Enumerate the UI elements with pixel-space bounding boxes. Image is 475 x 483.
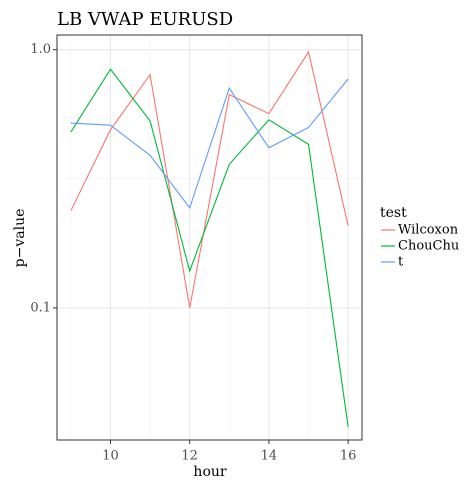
line <box>70 50 349 309</box>
legend-label: t <box>398 255 404 270</box>
x-tick-label: 14 <box>261 449 278 464</box>
x-axis-title: hour <box>193 464 226 480</box>
legend-title: test <box>380 205 407 221</box>
line <box>70 78 349 210</box>
chart-title: LB VWAP EURUSD <box>57 9 233 30</box>
x-tick-label: 12 <box>181 449 198 464</box>
legend-label: ChouChu <box>398 239 459 254</box>
x-tick-label: 16 <box>340 449 357 464</box>
line <box>70 68 349 428</box>
y-axis-title: p−value <box>12 209 28 268</box>
y-tick-label: 0.1 <box>30 300 51 315</box>
panel-border <box>56 34 363 441</box>
y-tick-label: 1.0 <box>30 42 51 57</box>
legend-label: Wilcoxon <box>398 223 459 238</box>
x-tick-label: 10 <box>102 449 119 464</box>
